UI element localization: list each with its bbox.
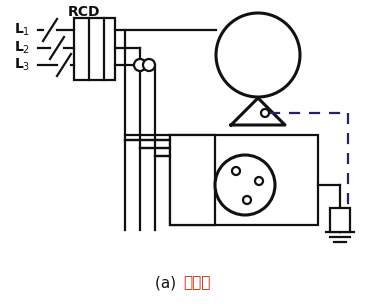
Circle shape xyxy=(215,155,275,215)
Bar xyxy=(330,208,350,232)
Bar xyxy=(170,135,215,225)
Circle shape xyxy=(255,177,263,185)
Text: $\mathbf{L}_2$: $\mathbf{L}_2$ xyxy=(14,40,30,56)
Circle shape xyxy=(232,167,240,175)
Circle shape xyxy=(261,109,269,117)
Bar xyxy=(170,135,318,225)
Text: RCD: RCD xyxy=(68,5,101,19)
Circle shape xyxy=(243,196,251,204)
Circle shape xyxy=(143,59,155,71)
Circle shape xyxy=(216,13,300,97)
Text: 三极式: 三极式 xyxy=(183,275,211,291)
Text: $\mathbf{L}_3$: $\mathbf{L}_3$ xyxy=(14,57,30,73)
Text: (a): (a) xyxy=(155,275,181,291)
Text: $\mathbf{L}_1$: $\mathbf{L}_1$ xyxy=(14,22,30,38)
Bar xyxy=(74,18,115,80)
Circle shape xyxy=(134,59,146,71)
